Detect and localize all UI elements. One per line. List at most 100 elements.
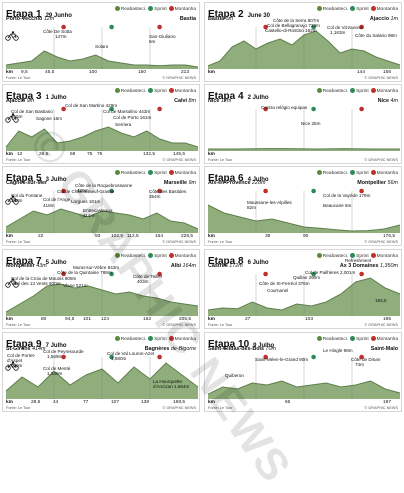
legend-label: Montanha bbox=[377, 254, 398, 259]
legend-label: Montanha bbox=[175, 7, 196, 12]
sprint-icon bbox=[350, 6, 355, 11]
km-tick: km bbox=[6, 317, 13, 322]
legend-label: Sprint bbox=[154, 171, 167, 176]
sprint-icon bbox=[350, 170, 355, 175]
legend-label: Reabasteci. bbox=[121, 89, 146, 94]
km-tick: 26,5 bbox=[39, 152, 48, 157]
km-tick: 94,5 bbox=[65, 317, 74, 322]
credit: © GRAPHIC NEWS bbox=[364, 323, 398, 327]
source-note: Fonte: Le Tour bbox=[6, 76, 30, 80]
climb-label: Vlane 521m bbox=[63, 283, 88, 288]
km-tick: 22 bbox=[38, 234, 43, 239]
legend-item: Montanha bbox=[371, 7, 398, 12]
feed-icon bbox=[115, 170, 120, 175]
km-tick: 228,5 bbox=[181, 234, 193, 239]
km-tick: 12 bbox=[17, 152, 22, 157]
legend-label: Reabasteci. bbox=[121, 254, 146, 259]
climb-label: Serriera bbox=[115, 122, 131, 127]
km-tick: 176,5 bbox=[383, 234, 395, 239]
climb-label: Le Hingle 98m bbox=[323, 348, 353, 353]
source-note: Fonte: Le Tour bbox=[208, 158, 232, 162]
km-tick: 65 bbox=[285, 400, 290, 405]
legend-item: Sprint bbox=[148, 89, 167, 94]
km-tick: 197 bbox=[383, 400, 391, 405]
cyclist-icon bbox=[5, 195, 19, 205]
legend-item: Montanha bbox=[371, 171, 398, 176]
climb-label: Quillan 290m bbox=[293, 275, 320, 280]
climb-label: 74m bbox=[355, 362, 364, 367]
source-note: Fonte: Le Tour bbox=[6, 406, 30, 410]
legend-label: Montanha bbox=[377, 337, 398, 342]
legend-item: Sprint bbox=[148, 337, 167, 342]
legend-label: Sprint bbox=[356, 337, 369, 342]
legend-item: Sprint bbox=[350, 337, 369, 342]
legend-label: Reabasteci. bbox=[323, 171, 348, 176]
km-tick: 38 bbox=[265, 234, 270, 239]
sprint-marker bbox=[109, 25, 114, 30]
km-tick: 162 bbox=[143, 317, 151, 322]
legend-label: Montanha bbox=[377, 7, 398, 12]
elevation-profile bbox=[205, 266, 402, 318]
elevation-profile bbox=[205, 183, 402, 235]
climb-label: 418m bbox=[43, 203, 55, 208]
climb-label: Castello-di-Rostino 162m bbox=[265, 28, 317, 33]
km-tick: 132,5 bbox=[143, 152, 155, 157]
feed-icon bbox=[115, 6, 120, 11]
km-tick: 124 bbox=[101, 317, 109, 322]
cyclist-icon bbox=[5, 278, 19, 288]
climb-label: 1,163m bbox=[330, 30, 345, 35]
km-tick: 101 bbox=[83, 317, 91, 322]
legend-label: Montanha bbox=[175, 337, 196, 342]
legend-label: Reabasteci. bbox=[121, 171, 146, 176]
climb-label: 403m bbox=[137, 279, 149, 284]
climb-label: 147m bbox=[55, 34, 67, 39]
legend-label: Sprint bbox=[356, 89, 369, 94]
legend-label: Reabasteci. bbox=[121, 7, 146, 12]
credit: © GRAPHIC NEWS bbox=[162, 323, 196, 327]
legend: Reabasteci. Sprint Montanha bbox=[113, 170, 196, 176]
climb-label: Nice 25m bbox=[301, 121, 320, 126]
climb-label: 114m bbox=[83, 213, 94, 218]
km-tick: 45,5 bbox=[45, 70, 54, 75]
climb-label: Quiberon bbox=[225, 373, 244, 378]
sprint-icon bbox=[148, 6, 153, 11]
mountain-icon bbox=[169, 253, 174, 258]
legend-item: Reabasteci. bbox=[115, 89, 146, 94]
climb-label: Col des 13 Vents 600m bbox=[13, 281, 61, 286]
legend-item: Montanha bbox=[169, 89, 196, 94]
legend-label: Montanha bbox=[175, 89, 196, 94]
climb-marker bbox=[263, 272, 268, 277]
legend-item: Montanha bbox=[371, 254, 398, 259]
km-tick: 75 bbox=[87, 152, 92, 157]
climb-label: Côte du Salario 98m bbox=[355, 33, 397, 38]
sprint-marker bbox=[311, 107, 316, 112]
cyclist-icon bbox=[5, 113, 19, 123]
legend-label: Montanha bbox=[175, 171, 196, 176]
legend-item: Reabasteci. bbox=[115, 254, 146, 259]
legend-item: Montanha bbox=[371, 337, 398, 342]
climb-label: Col de San Martino 429m bbox=[65, 103, 117, 108]
km-tick: km bbox=[208, 234, 215, 239]
climb-label: Sagone 16m bbox=[36, 116, 62, 121]
legend-label: Montanha bbox=[377, 89, 398, 94]
feed-icon bbox=[317, 88, 322, 93]
sprint-icon bbox=[350, 336, 355, 341]
km-tick: 168,5 bbox=[173, 400, 185, 405]
climb-label: Col de l'Ange bbox=[43, 197, 70, 202]
feed-icon bbox=[317, 336, 322, 341]
feed-icon bbox=[115, 88, 120, 93]
